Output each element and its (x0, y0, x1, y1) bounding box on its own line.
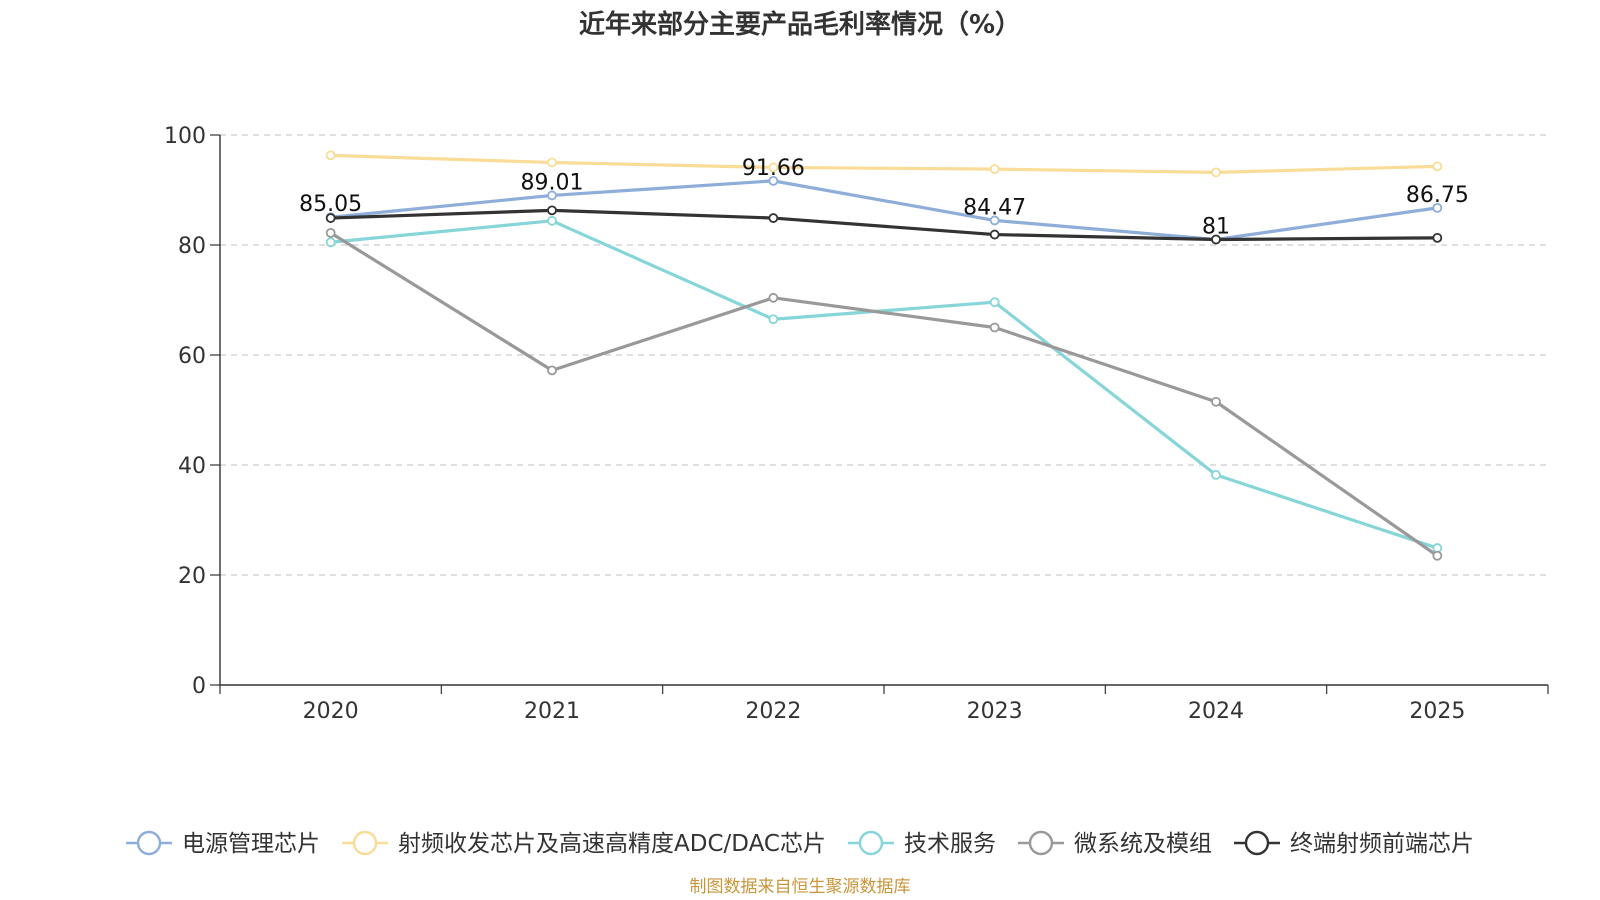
data-point (989, 322, 1000, 333)
data-point (1432, 202, 1443, 213)
x-tick-label: 2024 (1188, 699, 1244, 724)
data-point (768, 314, 779, 325)
data-point (325, 150, 336, 161)
y-tick-label: 20 (178, 564, 206, 589)
data-label: 91.66 (742, 156, 805, 181)
data-point (547, 365, 557, 376)
legend[interactable]: 电源管理芯片 射频收发芯片及高速高精度ADC/DAC芯片 技术服务 微系统及模组 终端射… (126, 830, 1474, 857)
legend-item[interactable]: 射频收发芯片及高速高精度ADC/DAC芯片 (342, 830, 826, 857)
data-point (325, 227, 336, 238)
data-point (1211, 234, 1221, 245)
legend-label: 微系统及模组 (1074, 831, 1212, 857)
legend-circle-marker (136, 830, 162, 856)
legend-item[interactable]: 技术服务 (847, 830, 996, 857)
data-label: 84.47 (963, 195, 1026, 220)
legend-item[interactable]: 终端射频前端芯片 (1233, 830, 1474, 857)
data-point (768, 175, 779, 186)
legend-item[interactable]: 微系统及模组 (1017, 830, 1212, 857)
x-tick-label: 2023 (967, 699, 1023, 724)
grid-lines (220, 134, 1548, 576)
data-point (547, 157, 557, 168)
data-point (1211, 167, 1221, 178)
data-point (547, 215, 557, 226)
data-point (1211, 469, 1221, 480)
series-line (330, 208, 1438, 242)
x-tick-label: 2021 (524, 699, 580, 724)
chart-title: 近年来部分主要产品毛利率情况（%） (579, 9, 1021, 40)
legend-item[interactable]: 电源管理芯片 (126, 830, 320, 857)
legend-circle-marker (1244, 830, 1270, 856)
data-point (989, 215, 1000, 226)
legend-label: 电源管理芯片 (182, 831, 320, 857)
series-line (330, 153, 1438, 174)
data-point (1432, 550, 1443, 561)
data-point (768, 162, 779, 173)
source-note: 制图数据来自恒生聚源数据库 (690, 877, 911, 897)
y-tick-label: 80 (178, 234, 206, 259)
data-label: 86.75 (1406, 183, 1469, 208)
legend-label: 终端射频前端芯片 (1290, 831, 1474, 857)
data-label: 85.05 (299, 192, 362, 217)
data-point (768, 213, 779, 223)
axes: 0 20 40 60 80 100 2020 2021 2022 2023 2024 2025 (164, 124, 1549, 724)
data-point (1432, 232, 1443, 243)
series-line (330, 219, 1438, 550)
data-label: 81 (1202, 215, 1230, 240)
data-point (1211, 396, 1221, 407)
legend-label: 技术服务 (904, 831, 996, 857)
data-labels: 85.05 89.01 91.66 84.47 81 86.75 (299, 156, 1469, 240)
data-point (1432, 161, 1443, 172)
legend-label: 射频收发芯片及高速高精度ADC/DAC芯片 (398, 831, 826, 857)
data-point (547, 190, 557, 201)
data-point (325, 237, 336, 248)
series-layer (325, 150, 1443, 561)
x-tick-label: 2020 (303, 699, 359, 724)
series-line (329, 231, 1439, 558)
data-point (1432, 543, 1443, 553)
x-tick-label: 2022 (745, 699, 801, 724)
data-point (325, 213, 336, 223)
data-label: 89.01 (521, 170, 584, 195)
series-line (330, 179, 1438, 242)
data-point (547, 205, 557, 216)
data-point (989, 164, 1000, 175)
legend-circle-marker (1028, 830, 1054, 856)
x-tick-label: 2025 (1409, 699, 1465, 724)
y-tick-label: 100 (164, 124, 206, 149)
data-point (768, 292, 779, 303)
y-tick-label: 60 (178, 344, 206, 369)
data-point (989, 297, 1000, 308)
data-point (989, 229, 1000, 240)
legend-circle-marker (858, 830, 884, 856)
legend-circle-marker (352, 830, 378, 856)
y-tick-label: 40 (178, 454, 206, 479)
y-tick-label: 0 (192, 674, 206, 699)
